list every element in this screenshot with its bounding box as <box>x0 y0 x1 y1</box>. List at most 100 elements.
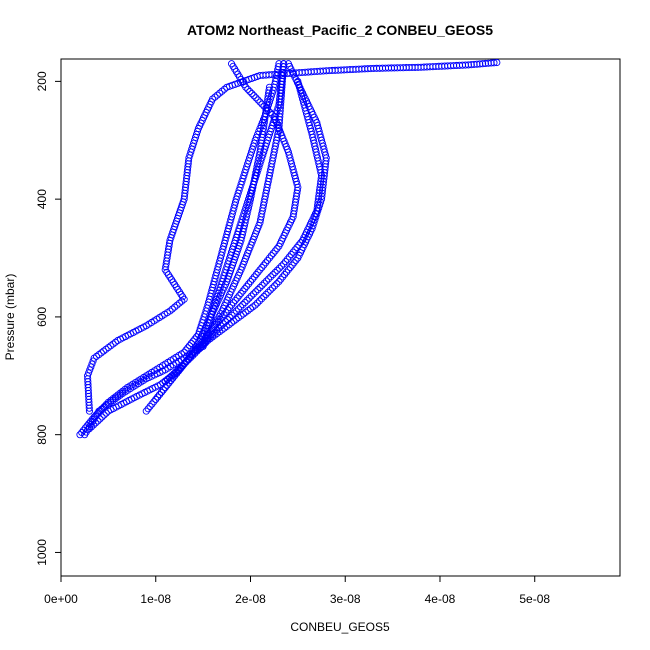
data-point <box>292 256 300 264</box>
data-point <box>186 353 194 361</box>
data-point <box>252 270 260 279</box>
data-point <box>173 301 181 309</box>
data-point <box>121 385 129 393</box>
data-point <box>253 299 261 307</box>
data-point <box>476 60 484 68</box>
data-point <box>216 315 224 323</box>
data-point <box>251 301 259 309</box>
x-tick-label: 1e-08 <box>140 592 171 606</box>
data-point <box>248 90 256 98</box>
data-point <box>254 268 262 276</box>
data-point <box>185 342 194 350</box>
data-point <box>76 431 84 439</box>
data-point <box>218 313 226 321</box>
data-point <box>286 263 294 272</box>
x-tick-label: 0e+00 <box>44 592 78 606</box>
data-point <box>275 264 283 272</box>
data-point <box>285 253 293 261</box>
data-point <box>267 252 275 260</box>
y-tick-label: 600 <box>35 307 49 327</box>
data-point <box>258 281 266 289</box>
data-point <box>119 387 127 395</box>
data-point <box>150 398 158 406</box>
data-point <box>260 293 268 301</box>
data-point <box>280 60 288 68</box>
data-point <box>293 243 301 251</box>
data-point <box>96 415 104 423</box>
data-point <box>228 311 236 319</box>
data-point <box>214 318 222 326</box>
data-point <box>279 63 287 71</box>
data-point <box>470 60 478 68</box>
data-point <box>88 360 96 368</box>
data-point <box>224 316 232 324</box>
data-point <box>246 305 255 313</box>
data-point <box>245 280 253 288</box>
data-point <box>89 357 97 365</box>
data-point <box>277 262 286 270</box>
data-point <box>220 311 228 319</box>
data-point <box>237 303 245 311</box>
data-point <box>230 309 238 317</box>
data-point <box>100 404 108 412</box>
data-point <box>242 308 250 316</box>
data-point <box>83 372 92 380</box>
data-point <box>92 419 100 427</box>
data-point <box>237 312 245 320</box>
x-axis: 0e+00 1e-08 2e-08 3e-08 4e-08 5e-08 <box>44 576 550 606</box>
data-point <box>295 241 303 249</box>
data-point <box>271 282 279 290</box>
data-point <box>479 60 487 68</box>
data-point <box>152 395 160 403</box>
data-point <box>97 405 105 413</box>
data-point <box>241 298 249 307</box>
data-point <box>104 343 112 352</box>
data-point <box>487 59 495 67</box>
data-point <box>142 407 150 415</box>
data-point <box>226 303 234 312</box>
data-point <box>191 346 200 354</box>
data-point <box>180 360 188 368</box>
data-point <box>168 305 176 313</box>
data-point <box>280 260 288 268</box>
data-point <box>243 282 251 290</box>
data-point <box>203 332 211 340</box>
data-point <box>195 341 203 349</box>
data-point <box>258 295 266 303</box>
data-point <box>258 100 266 108</box>
data-point <box>182 358 190 366</box>
data-point <box>231 296 239 304</box>
data-point <box>265 86 273 94</box>
data-point <box>265 83 273 91</box>
data-point <box>232 315 240 323</box>
data-point <box>100 411 108 419</box>
data-point <box>174 366 182 374</box>
data-point <box>252 288 260 296</box>
data-point <box>297 239 305 247</box>
data-point <box>271 268 279 277</box>
data-point <box>212 320 220 328</box>
data-point <box>188 351 196 359</box>
data-point <box>197 339 205 347</box>
data-point <box>287 250 295 259</box>
data-point <box>157 388 165 396</box>
x-tick-label: 3e-08 <box>330 592 361 606</box>
data-point <box>104 400 112 408</box>
data-point <box>250 92 258 100</box>
data-point <box>209 95 217 103</box>
data-point <box>269 249 277 257</box>
data-point <box>246 87 254 96</box>
data-point <box>275 278 283 286</box>
x-axis-label: CONBEU_GEOS5 <box>290 620 390 634</box>
data-point <box>234 305 242 313</box>
data-point <box>239 310 247 318</box>
data-point <box>109 340 117 348</box>
data-point <box>493 58 501 67</box>
data-point <box>258 263 266 272</box>
data-point <box>271 247 279 255</box>
data-point <box>114 391 122 399</box>
data-point <box>184 344 192 352</box>
data-point <box>144 405 152 413</box>
data-point <box>171 303 179 311</box>
data-point <box>227 301 236 309</box>
